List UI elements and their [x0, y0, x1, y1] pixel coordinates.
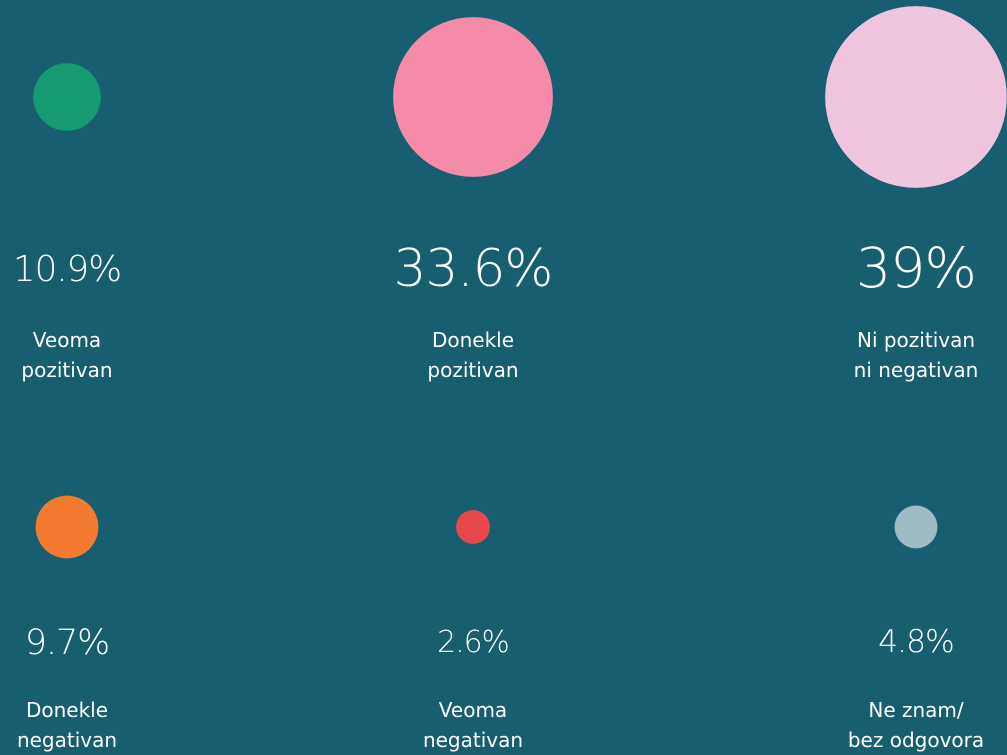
value-label: 9.7% [24, 622, 110, 663]
bubble [393, 17, 553, 177]
category-label: Veoma negativan [422, 698, 524, 752]
value-label: 4.8% [878, 624, 955, 661]
bubble [894, 505, 938, 549]
value-label: 10.9% [12, 249, 122, 291]
category-label: Donekle negativan [16, 698, 118, 752]
category-label: Ni pozitivan ni negativan [853, 328, 979, 382]
value-label: 39% [856, 237, 977, 302]
category-label: Veoma pozitivan [21, 328, 113, 382]
bubble [33, 63, 101, 131]
bubble [825, 6, 1007, 188]
value-label: 33.6% [393, 239, 554, 300]
value-label: 2.6% [437, 625, 510, 661]
category-label: Donekle pozitivan [427, 328, 519, 382]
bubble [456, 510, 490, 544]
category-label: Ne znam/ bez odgovora [847, 698, 985, 752]
bubble [35, 495, 99, 559]
